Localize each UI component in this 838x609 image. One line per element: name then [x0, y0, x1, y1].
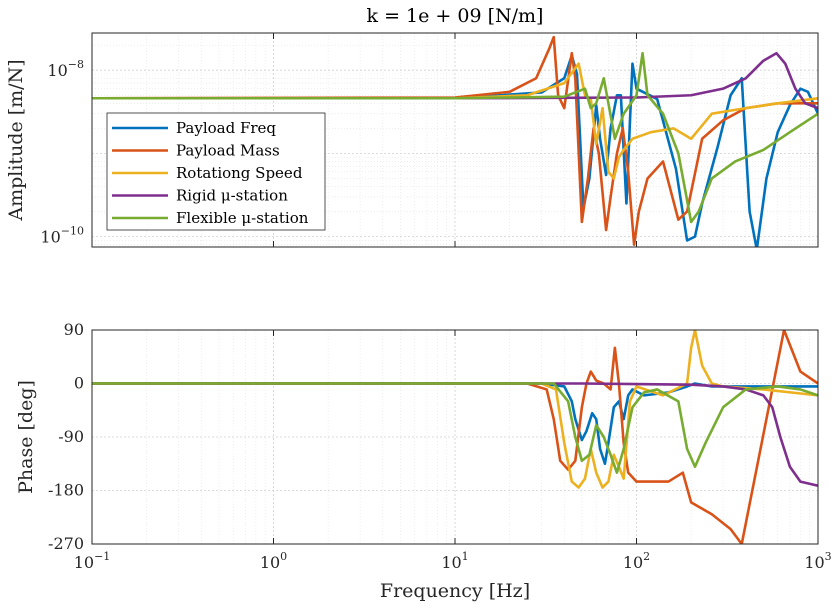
legend-label: Rotationg Speed [176, 164, 303, 182]
x-tick-label: 10−1 [74, 550, 111, 572]
phase-panel: 90 0 -90 -180 -270 10−1 100 101 102 103 Phase [d… [15, 320, 832, 602]
x-tick-label: 102 [623, 550, 650, 572]
y-tick-label: 0 [74, 374, 84, 393]
y-tick-label: -270 [48, 534, 84, 553]
phase-series-line-4 [92, 382, 818, 488]
x-tick-label: 101 [441, 550, 468, 572]
y-tick-label: -180 [48, 481, 84, 500]
y-tick-label: 10−10 [40, 225, 84, 247]
x-axis-label: Frequency [Hz] [380, 580, 530, 602]
legend-label: Flexible μ-station [176, 209, 309, 227]
y-tick-label: 90 [64, 320, 84, 339]
x-tick-label: 100 [260, 550, 287, 572]
legend: Payload Freq Payload Mass Rotationg Speed R… [106, 112, 326, 231]
phase-series-line-2 [92, 330, 818, 544]
phase-series-line-5 [92, 382, 818, 474]
phase-y-axis-label: Phase [deg] [15, 380, 37, 494]
legend-label: Payload Mass [176, 142, 280, 160]
amplitude-series-line-5 [92, 51, 818, 224]
y-tick-label: -90 [58, 427, 84, 446]
phase-series-line-1 [92, 382, 818, 466]
amplitude-series-line-2 [92, 35, 818, 246]
x-tick-label: 103 [804, 550, 831, 572]
amplitude-series-line-3 [92, 62, 818, 180]
amplitude-panel: 10−10 10−8 k = 1e + 09 [N/m] Amplitude [m… [5, 5, 819, 248]
amplitude-y-axis-label: Amplitude [m/N] [5, 59, 27, 221]
legend-label: Rigid μ-station [176, 187, 288, 205]
y-tick-label: 10−8 [47, 58, 84, 80]
chart-title: k = 1e + 09 [N/m] [367, 5, 544, 27]
legend-label: Payload Freq [176, 119, 276, 137]
legend-box [106, 112, 326, 231]
